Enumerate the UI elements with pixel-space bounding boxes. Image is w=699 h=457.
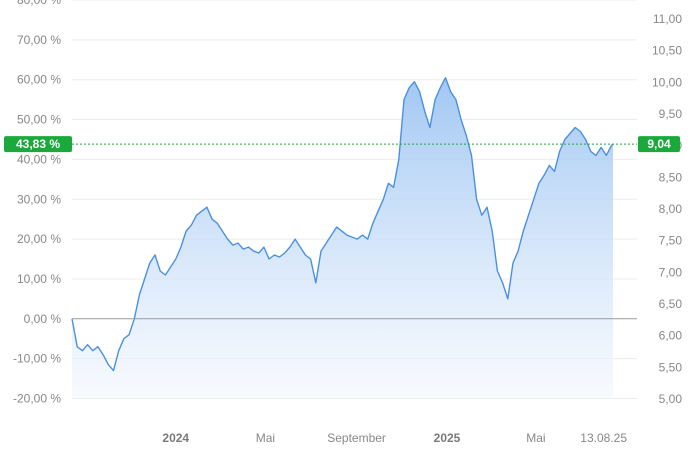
x-date-axis: 2024 Mai September 2025 Mai 13.08.25 bbox=[162, 431, 627, 445]
right-tick-label: 8,00 bbox=[659, 202, 683, 216]
x-tick-label: Mai bbox=[526, 431, 545, 445]
left-tick-label: 0,00 % bbox=[24, 312, 62, 326]
right-tick-label: 9,50 bbox=[659, 107, 683, 121]
right-tick-label: 6,00 bbox=[659, 329, 683, 343]
current-value-badges: 43,83 % 9,04 bbox=[4, 136, 680, 153]
right-tick-label: 5,50 bbox=[659, 360, 683, 374]
left-tick-label: 80,00 % bbox=[17, 0, 61, 7]
x-tick-label: 2025 bbox=[434, 431, 461, 445]
price-line bbox=[71, 77, 614, 372]
price-area bbox=[71, 77, 614, 399]
x-tick-label: September bbox=[327, 431, 386, 445]
right-tick-label: 7,50 bbox=[659, 234, 683, 248]
left-tick-label: 60,00 % bbox=[17, 73, 61, 87]
left-tick-label: 10,00 % bbox=[17, 272, 61, 286]
left-tick-label: -20,00 % bbox=[13, 392, 61, 406]
current-percent-label: 43,83 % bbox=[16, 137, 60, 151]
left-tick-label: 70,00 % bbox=[17, 33, 61, 47]
left-tick-label: 40,00 % bbox=[17, 152, 61, 166]
right-tick-label: 10,00 bbox=[652, 75, 682, 89]
current-price-label: 9,04 bbox=[647, 137, 671, 151]
x-tick-label: Mai bbox=[256, 431, 275, 445]
x-tick-label: 13.08.25 bbox=[580, 431, 627, 445]
x-tick-label: 2024 bbox=[162, 431, 189, 445]
left-percent-axis: -20,00 % -10,00 % 0,00 % 10,00 % 20,00 % 30,0… bbox=[13, 0, 61, 406]
right-tick-label: 11,00 bbox=[653, 12, 682, 26]
right-tick-label: 5,00 bbox=[659, 392, 683, 406]
left-tick-label: 50,00 % bbox=[17, 113, 61, 127]
left-tick-label: 30,00 % bbox=[17, 192, 61, 206]
right-price-axis: 5,005,506,006,507,007,508,008,509,009,50… bbox=[652, 12, 682, 406]
right-tick-label: 6,50 bbox=[659, 297, 683, 311]
left-tick-label: 20,00 % bbox=[17, 232, 61, 246]
current-percent-badge: 43,83 % bbox=[4, 136, 72, 153]
right-tick-label: 8,50 bbox=[659, 170, 683, 184]
price-area-fill bbox=[72, 77, 613, 399]
left-tick-label: -10,00 % bbox=[13, 352, 61, 366]
right-tick-label: 7,00 bbox=[659, 265, 683, 279]
right-tick-label: 10,50 bbox=[652, 44, 682, 58]
current-price-badge: 9,04 bbox=[638, 136, 680, 153]
